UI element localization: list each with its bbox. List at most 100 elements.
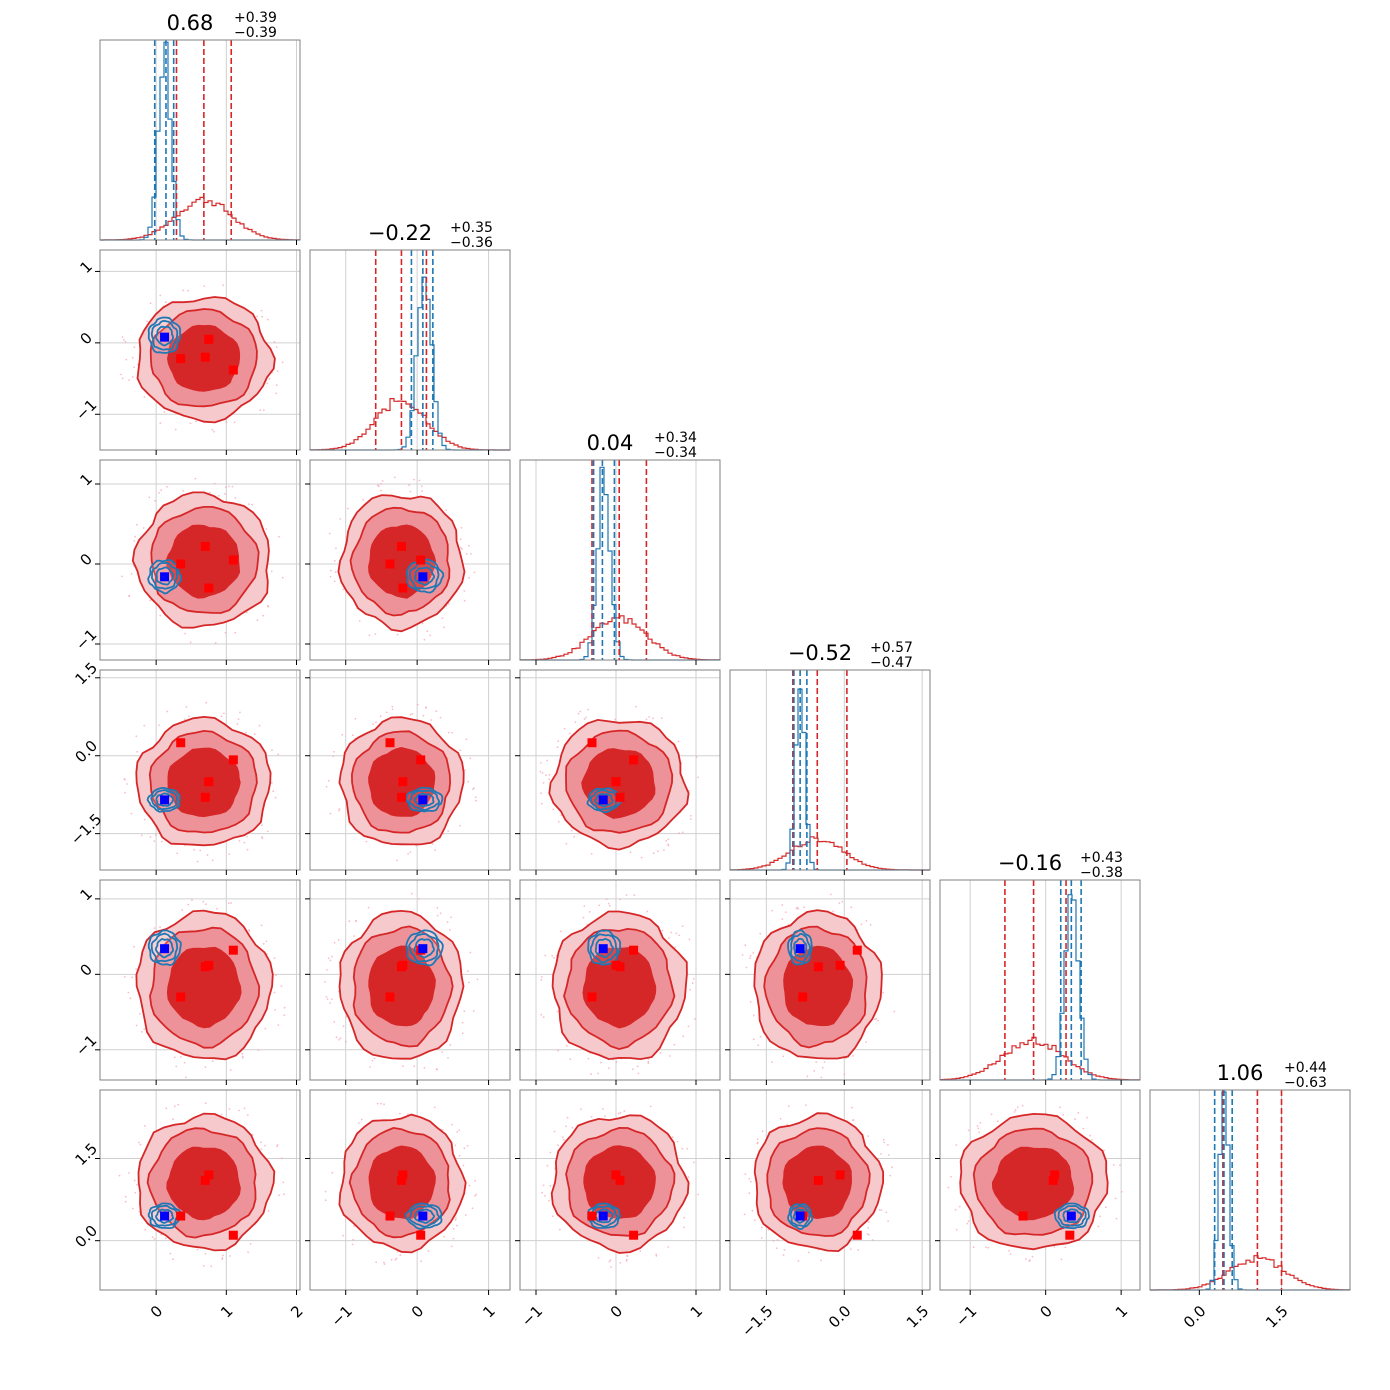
sample-point — [265, 528, 268, 530]
sample-point — [682, 1035, 685, 1038]
contour-b-middle — [408, 1205, 441, 1228]
sample-point — [187, 903, 190, 906]
sample-point — [225, 486, 227, 489]
sample-point — [868, 1234, 870, 1236]
sample-point — [338, 809, 340, 812]
sample-point — [557, 740, 560, 743]
sample-point — [376, 484, 379, 487]
truth-marker-a — [629, 755, 639, 765]
scatter-panel-5-3 — [515, 879, 721, 1085]
truth-marker-a — [852, 1230, 862, 1240]
sample-point — [548, 773, 551, 776]
sample-point — [410, 892, 413, 895]
sample-point — [243, 841, 246, 844]
sample-point — [402, 1065, 404, 1068]
sample-point — [556, 1010, 559, 1013]
contour-b-inner — [154, 938, 174, 959]
sample-point — [787, 1105, 790, 1108]
sample-point — [278, 1194, 280, 1197]
sample-point — [223, 712, 225, 715]
sample-point — [131, 1207, 134, 1210]
sample-point — [782, 1254, 785, 1256]
sample-point — [647, 1060, 650, 1063]
sample-point — [683, 1216, 686, 1219]
sample-point — [675, 932, 678, 935]
sample-point — [786, 1123, 789, 1126]
sample-point — [967, 1129, 970, 1132]
sample-point — [231, 485, 234, 488]
histogram-series-a — [309, 398, 510, 451]
sample-point — [262, 614, 264, 617]
sample-point — [588, 911, 591, 913]
sample-point — [783, 1248, 786, 1251]
truth-marker-a — [813, 962, 823, 972]
sample-point — [133, 346, 136, 349]
sample-point — [745, 966, 748, 969]
truth-marker-a — [204, 334, 214, 344]
sample-point — [807, 1251, 810, 1254]
histogram-panel-5: −0.16 +0.43−0.38 — [939, 850, 1141, 1085]
x-tick-label: 1 — [479, 1302, 498, 1321]
contour-a-inner — [783, 945, 854, 1027]
sample-point — [222, 1254, 224, 1257]
sample-point — [820, 1259, 823, 1262]
truth-marker-a — [835, 960, 845, 970]
title-median: −0.22 — [368, 221, 432, 245]
sample-point — [539, 770, 542, 773]
sample-point — [421, 490, 423, 492]
sample-point — [582, 916, 585, 919]
sample-point — [465, 738, 468, 741]
truth-marker-a — [615, 792, 625, 802]
sample-point — [577, 712, 580, 715]
truth-marker-b — [598, 795, 608, 805]
sample-point — [339, 1037, 342, 1039]
sample-point — [1053, 1246, 1056, 1248]
contour-b-inner — [594, 937, 614, 959]
sample-point — [632, 1068, 634, 1071]
sample-point — [749, 1180, 752, 1183]
truth-marker-a — [204, 777, 214, 787]
y-tick-label: 0 — [77, 550, 96, 569]
sample-point — [771, 909, 774, 912]
sample-point — [329, 812, 332, 815]
sample-point — [456, 1224, 458, 1227]
sample-point — [468, 544, 470, 547]
contour-b-inner — [793, 937, 808, 958]
sample-point — [978, 1131, 981, 1134]
sample-point — [852, 1054, 854, 1057]
sample-point — [865, 919, 868, 922]
panel-frame — [519, 669, 721, 871]
panel-frame — [99, 249, 301, 451]
contour-b-middle — [1057, 1204, 1087, 1227]
sample-point — [891, 1166, 893, 1169]
sample-point — [153, 840, 156, 842]
sample-point — [228, 1108, 231, 1110]
sample-point — [579, 710, 582, 713]
sample-point — [996, 1120, 999, 1122]
sample-point — [189, 641, 192, 644]
truth-marker-a — [176, 559, 186, 569]
sample-point — [283, 1193, 285, 1196]
sample-point — [134, 535, 137, 538]
sample-point — [614, 718, 616, 721]
sample-point — [636, 1065, 639, 1068]
truth-marker-a — [398, 1170, 408, 1180]
sample-point — [283, 1014, 286, 1016]
sample-point — [954, 1208, 957, 1211]
sample-point — [118, 1174, 121, 1177]
sample-point — [333, 941, 336, 944]
histogram-series-b — [100, 41, 300, 241]
sample-point — [160, 489, 163, 492]
sample-point — [756, 1138, 759, 1141]
sample-point — [472, 788, 474, 791]
sample-point — [256, 619, 259, 622]
x-tick-label: 0.0 — [1180, 1302, 1210, 1332]
sample-point — [947, 1186, 950, 1189]
sample-point — [355, 920, 357, 923]
sample-point — [261, 315, 264, 318]
sample-point — [450, 1245, 453, 1248]
sample-point — [832, 910, 835, 913]
y-tick-label: −1 — [72, 626, 100, 654]
sample-point — [121, 575, 123, 578]
